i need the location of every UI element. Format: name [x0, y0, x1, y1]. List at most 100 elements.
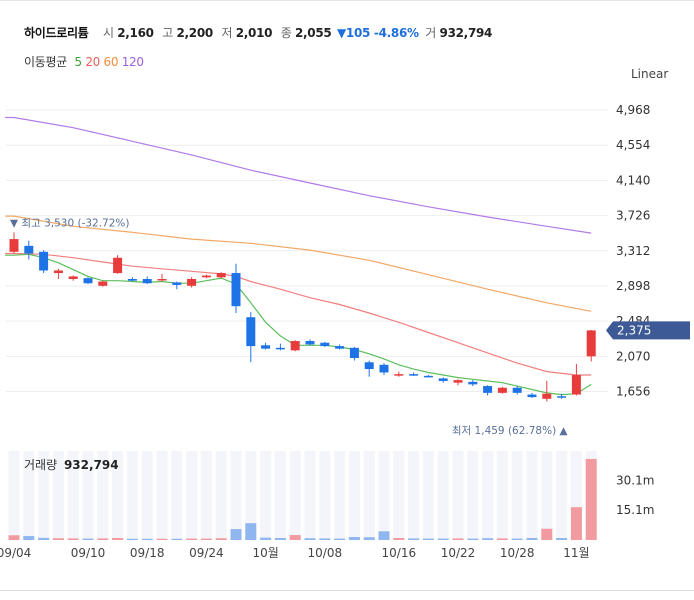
scale-mode-button[interactable]: Linear [631, 67, 669, 81]
volume-bar [348, 537, 360, 540]
volume-panel-title: 거래량 932,794 [24, 456, 119, 473]
volume-tick-label: 30.1m [616, 473, 654, 487]
volume-column [38, 451, 50, 540]
volume-panel-value: 932,794 [63, 458, 119, 472]
date-tick-label: 10/08 [308, 546, 343, 560]
volume-bar [467, 538, 479, 540]
price-tick-label: 4,554 [616, 138, 650, 152]
volume-bar [482, 538, 494, 540]
candle-body [527, 394, 537, 398]
candle-body [246, 317, 256, 347]
volume-column [467, 451, 479, 540]
candle-body [335, 346, 345, 349]
candle-body [24, 245, 34, 254]
ma120-line [5, 116, 592, 234]
stock-name: 하이드로리튬 [24, 26, 89, 40]
volume-bars [8, 458, 597, 540]
volume-column [378, 451, 390, 540]
open-label: 시 [102, 26, 114, 40]
candles [9, 232, 596, 402]
volume-bar [97, 538, 109, 540]
volume-bar [126, 538, 138, 540]
date-tick-label: 10/28 [500, 546, 535, 560]
high-label: 고 [162, 26, 173, 40]
volume-column [496, 451, 508, 540]
candle-body [127, 278, 137, 281]
volume-value: 932,794 [439, 26, 493, 40]
price-tick-label: 2,070 [616, 349, 650, 363]
volume-column [8, 451, 20, 540]
volume-bar [452, 538, 464, 540]
candle-body [557, 396, 567, 398]
volume-bar [496, 538, 508, 540]
volume-column [408, 451, 420, 540]
volume-bar [319, 538, 331, 540]
volume-bar [8, 535, 20, 540]
volume-bar [393, 538, 405, 540]
volume-bar [67, 538, 79, 540]
volume-column [52, 451, 64, 540]
volume-column [274, 451, 286, 540]
volume-background [8, 451, 597, 540]
candle-body [349, 347, 359, 359]
volume-bar [422, 538, 434, 540]
volume-bar [378, 531, 390, 540]
volume-bar [437, 538, 449, 540]
candle-body [571, 375, 581, 395]
volume-bar [511, 538, 523, 540]
volume-column [23, 451, 35, 540]
volume-bar [334, 538, 346, 540]
candle-body [409, 374, 419, 376]
candle-body [364, 362, 374, 370]
date-tick-label: 09/18 [130, 546, 165, 560]
price-grid [6, 109, 608, 392]
candle-body [305, 341, 315, 345]
volume-bar [156, 538, 168, 540]
candle-body [201, 275, 211, 278]
low-label: 저 [221, 26, 233, 40]
volume-bar [171, 538, 183, 540]
volume-column [245, 451, 257, 540]
volume-column [186, 451, 198, 540]
volume-bar [408, 538, 420, 540]
date-axis: 09/04 09/10 09/18 09/24 10월 10/08 10/16 10/22 10… [0, 546, 590, 560]
date-tick-label: 09/04 [0, 546, 31, 560]
current-price-tag [606, 321, 690, 340]
volume-column [156, 451, 168, 540]
top-divider [0, 0, 694, 1]
candle-body [98, 281, 108, 286]
candle-body [53, 270, 63, 274]
candle-body [275, 347, 285, 350]
volume-column [82, 451, 94, 540]
moving-average-legend: 이동평균 5 20 60 120 [24, 53, 144, 70]
current-price-label: 2,375 [617, 323, 651, 337]
volume-bar [186, 538, 198, 540]
volume-bar [363, 537, 375, 540]
volume-column [437, 451, 449, 540]
volume-column [319, 451, 331, 540]
volume-column [67, 451, 79, 540]
price-tick-label: 4,140 [616, 173, 650, 187]
ma5-legend: 5 [74, 55, 82, 69]
high-annotation: ▼ 최고 3,530 (-32.72%) [10, 217, 130, 229]
candle-body [142, 278, 152, 284]
volume-column [482, 451, 494, 540]
candle-body [68, 276, 78, 279]
volume-bar [38, 537, 50, 540]
volume-column [511, 451, 523, 540]
candle-body [320, 342, 330, 347]
volume-bar [570, 507, 582, 540]
volume-panel-label: 거래량 [24, 458, 58, 472]
change-value: ▼105 -4.86% [336, 26, 419, 40]
price-tick-label: 4,968 [616, 103, 650, 117]
candle-body [453, 380, 463, 383]
candle-body [586, 330, 596, 357]
volume-column [348, 451, 360, 540]
volume-column [230, 451, 242, 540]
candle-body [9, 239, 19, 252]
ma5-line [5, 253, 592, 396]
candle-body [261, 345, 271, 349]
price-tick-label: 1,656 [616, 384, 650, 398]
candle-body [497, 387, 507, 393]
